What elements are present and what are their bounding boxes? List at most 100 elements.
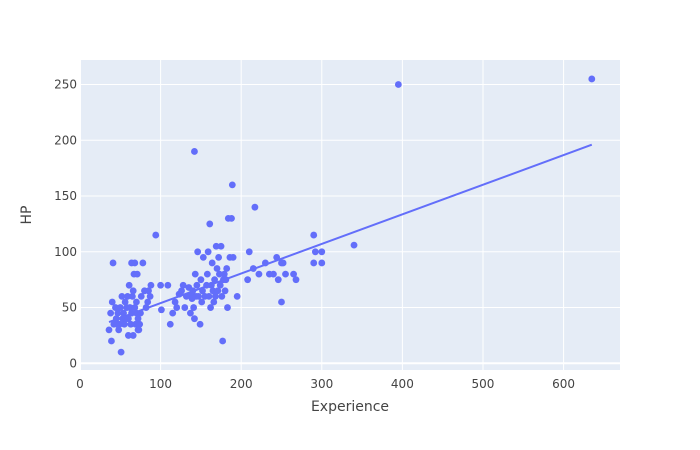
data-point (282, 270, 289, 278)
x-tick-label: 500 (472, 377, 495, 391)
data-point (290, 270, 297, 278)
data-point (164, 281, 172, 289)
data-point (279, 259, 287, 267)
data-point (197, 276, 205, 284)
data-point (318, 259, 326, 267)
data-point (137, 293, 145, 300)
x-tick-label: 100 (149, 377, 172, 391)
data-point (117, 348, 125, 356)
data-point (137, 309, 144, 317)
data-point (215, 253, 223, 261)
data-point (171, 298, 179, 306)
data-point (166, 320, 174, 328)
data-point (116, 320, 123, 328)
data-point (190, 304, 198, 311)
data-point (108, 298, 116, 306)
data-point (107, 309, 115, 317)
data-point (116, 304, 124, 311)
y-tick-label: 0 (69, 356, 77, 370)
data-point (147, 281, 155, 289)
data-point (210, 298, 218, 306)
data-point (146, 293, 154, 300)
plot-background (80, 60, 620, 370)
data-point (157, 281, 164, 289)
data-point (212, 293, 219, 300)
data-point (249, 265, 257, 272)
data-point (350, 241, 358, 249)
data-point (152, 231, 160, 239)
y-axis-title: HP (19, 206, 35, 225)
data-point (196, 320, 204, 328)
data-point (214, 287, 222, 295)
data-point (108, 337, 115, 345)
data-point (118, 293, 126, 300)
data-point (213, 265, 221, 272)
data-point (311, 248, 319, 256)
data-point (217, 242, 225, 250)
data-point (588, 75, 596, 83)
data-point (204, 248, 212, 256)
data-point (181, 304, 189, 311)
data-point (127, 320, 135, 328)
data-point (318, 248, 326, 256)
data-point (207, 304, 214, 311)
data-point (211, 276, 218, 284)
y-tick-label: 250 (54, 78, 77, 92)
data-point (207, 281, 215, 289)
data-point (310, 259, 318, 267)
data-points (105, 75, 596, 356)
data-point (199, 287, 206, 295)
data-point (133, 270, 141, 278)
data-point (124, 315, 132, 323)
data-point (178, 287, 185, 295)
data-point (233, 293, 241, 300)
y-tick-label: 100 (54, 245, 77, 259)
data-point (251, 203, 259, 211)
data-point (131, 259, 139, 267)
data-point (120, 320, 128, 328)
x-tick-label: 300 (310, 377, 333, 391)
data-point (131, 304, 139, 311)
data-point (220, 270, 228, 278)
data-point (158, 306, 165, 314)
data-point (218, 293, 226, 300)
data-point (199, 253, 207, 261)
data-point (144, 298, 152, 306)
data-point (216, 281, 224, 289)
data-point (139, 259, 147, 267)
data-point (219, 337, 227, 345)
data-point (136, 320, 144, 328)
data-point (245, 248, 253, 256)
x-tick-label: 600 (552, 377, 575, 391)
data-point (145, 287, 152, 295)
data-point (203, 281, 210, 289)
data-point (224, 304, 231, 311)
data-point (125, 281, 133, 289)
x-axis-title: Experience (311, 399, 389, 415)
data-point (189, 287, 197, 295)
data-point (222, 276, 230, 284)
data-point (112, 315, 120, 323)
data-point (121, 298, 129, 306)
data-point (128, 309, 135, 317)
data-point (124, 332, 132, 339)
data-point (126, 304, 134, 311)
data-point (115, 326, 123, 334)
data-point (223, 265, 231, 272)
data-point (187, 309, 194, 317)
x-tick-label: 200 (230, 377, 253, 391)
data-point (212, 242, 220, 250)
data-point (198, 298, 206, 306)
data-point (128, 293, 136, 300)
data-point (270, 270, 277, 278)
x-gridlines (79, 60, 565, 370)
data-point (216, 270, 223, 278)
data-point (179, 281, 187, 289)
data-point (273, 253, 281, 261)
data-point (261, 259, 269, 267)
data-point (193, 281, 201, 289)
data-point (255, 270, 263, 278)
data-point (112, 304, 119, 311)
data-point (173, 304, 181, 311)
